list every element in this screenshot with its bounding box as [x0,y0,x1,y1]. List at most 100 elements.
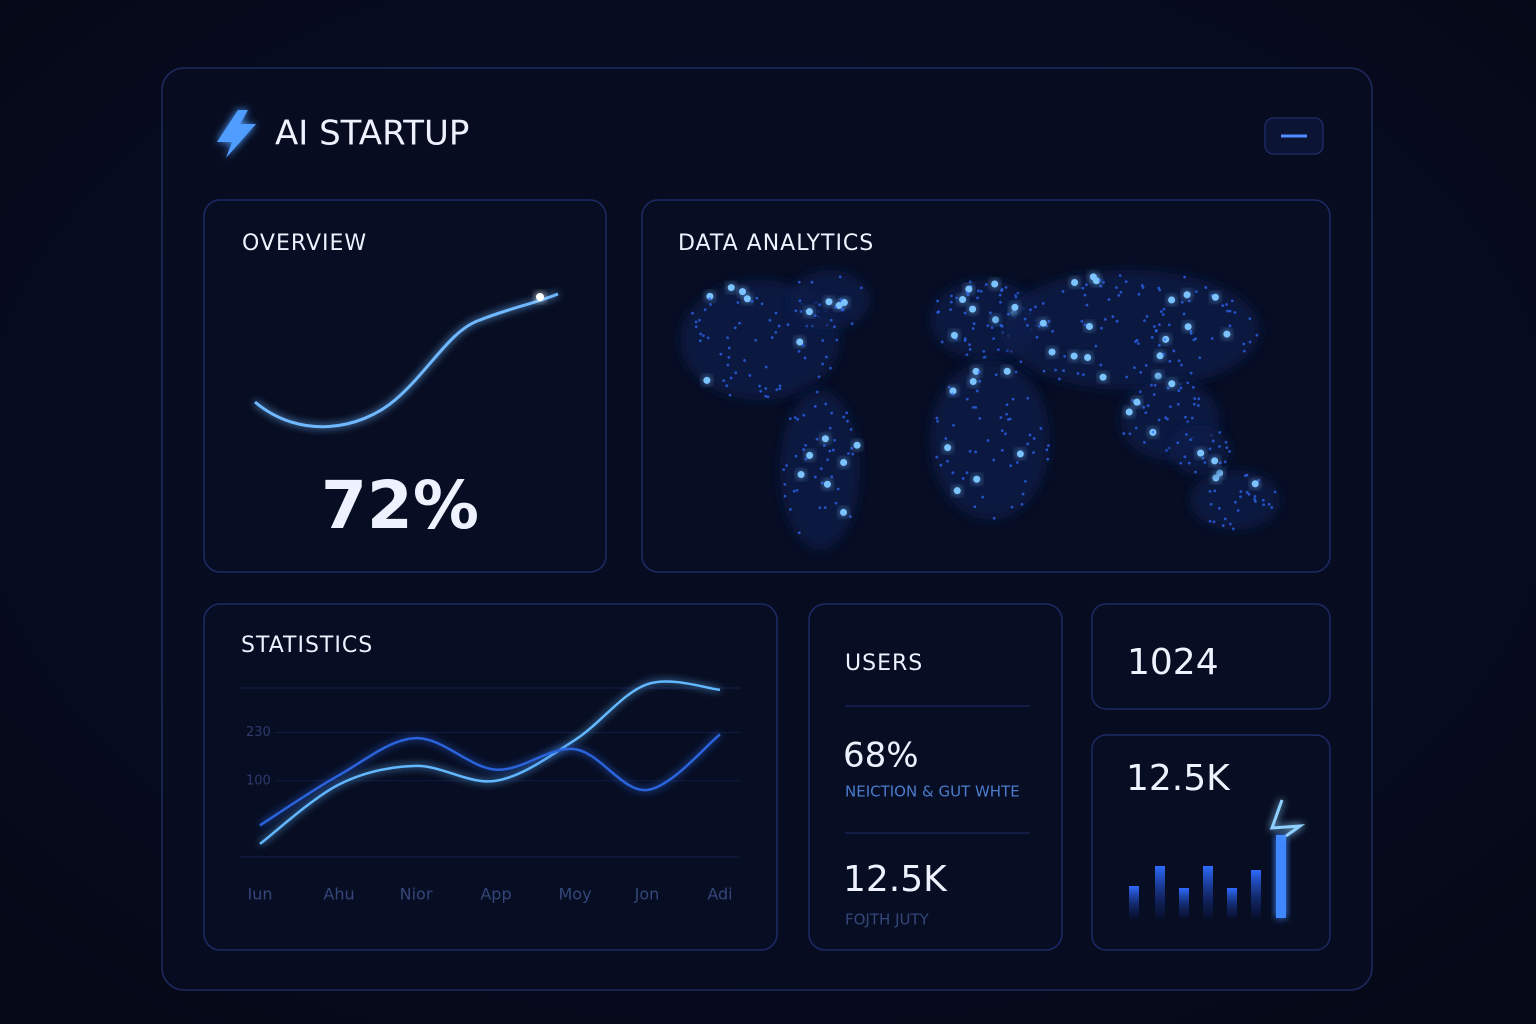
map-dot [1039,427,1043,430]
map-dot [1254,500,1257,503]
map-dot [849,428,853,431]
map-dot [833,438,836,442]
city-light [1168,296,1176,304]
map-dot [1014,294,1017,297]
map-dot [804,443,808,447]
map-dot [1094,344,1098,348]
map-dot [1081,286,1085,290]
map-dot [794,309,798,313]
map-dot [828,449,832,453]
city-light [1011,303,1019,311]
map-dot [1146,404,1150,408]
map-dot [1107,298,1111,301]
map-dot [973,505,977,509]
map-dot [974,406,978,409]
city-light [1211,293,1219,301]
city-light [1168,380,1176,388]
map-dot [1218,431,1222,434]
mini-bar [1227,888,1237,918]
map-dot [835,338,839,342]
map-dot [694,320,698,324]
map-dot [1145,314,1149,318]
map-dot [820,481,824,485]
series-line [259,733,721,827]
x-tick-label: Jon [634,885,660,904]
map-dot [1194,290,1198,294]
city-light [1084,353,1092,361]
map-dot [1054,368,1057,372]
city-light [1197,449,1205,457]
map-dot [1151,430,1155,434]
city-light [821,435,829,443]
map-dot [1211,439,1215,443]
map-dot [1217,506,1221,510]
map-dot [1099,363,1103,367]
map-dot [949,308,952,312]
map-dot [1063,355,1067,358]
map-dot [708,297,712,300]
map-dot [758,384,761,388]
map-dot [803,356,807,360]
map-dot [1058,377,1061,381]
map-dot [1168,359,1172,363]
mini-bar [1276,835,1286,918]
map-dot [974,450,978,454]
stat-card [1091,734,1331,951]
map-dot [1248,340,1252,344]
map-dot [1115,319,1119,323]
map-dot [1208,489,1212,493]
map-dot [736,301,740,304]
map-dot [774,330,778,334]
map-dot [848,515,852,518]
map-dot [1119,290,1123,294]
city-light [1212,474,1220,482]
mini-bars [1129,799,1306,918]
map-dot [1169,405,1172,409]
map-dot [768,318,772,322]
map-dot [1188,299,1191,303]
map-dot [1024,480,1027,483]
map-dot [1273,490,1277,494]
city-light [835,301,843,309]
city-light [703,376,711,384]
map-dot [1021,492,1025,496]
map-dot [793,416,797,419]
map-dot [1115,286,1118,290]
map-dot [1037,324,1041,328]
map-dot [726,336,729,340]
map-dot [797,280,801,284]
city-light [739,288,747,296]
app-title: AI STARTUP [275,114,469,154]
map-dot [1239,495,1242,499]
continent [780,390,860,550]
map-dot [1139,370,1143,374]
map-dot [1247,492,1251,496]
city-light [992,316,1000,324]
map-dot [1182,312,1186,316]
map-dot [1144,411,1148,415]
map-dot [968,348,972,351]
map-dot [1163,338,1167,341]
map-dot [725,384,729,388]
map-dot [1165,448,1168,452]
map-dot [722,379,726,383]
continent [930,360,1050,520]
map-dot [1189,332,1193,336]
x-tick-label: Moy [558,885,591,904]
map-dot [1084,283,1088,287]
stat-value: 12.5K [1126,758,1231,799]
map-dot [838,275,842,279]
map-dot [1228,324,1232,328]
map-dot [850,322,854,326]
map-dot [727,355,731,359]
map-dot [1190,416,1194,420]
x-tick-label: Iun [248,885,273,904]
map-dot [754,338,758,342]
mini-bar [1129,886,1139,918]
map-dot [766,395,770,399]
map-dot [1016,291,1020,295]
city-light [823,480,831,488]
continent [1000,270,1260,390]
map-dot [1176,441,1180,445]
map-dot [1009,464,1013,468]
